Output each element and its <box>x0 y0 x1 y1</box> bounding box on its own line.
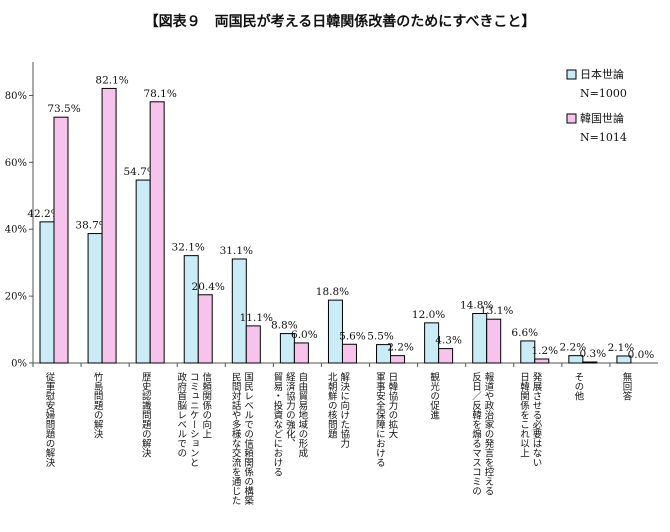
data-label: 38.7% <box>75 220 108 232</box>
bar-japan <box>520 340 536 364</box>
bar-japan <box>616 355 632 364</box>
bar-korea <box>390 355 406 364</box>
legend-note: N=1000 <box>580 87 627 100</box>
legend-note: N=1014 <box>580 131 627 144</box>
legend-swatch <box>566 69 577 80</box>
bar-korea <box>534 358 550 364</box>
bar-korea <box>245 325 261 364</box>
category-label: 歴史認識問題の解決 <box>140 372 152 458</box>
data-label: 12.0% <box>412 309 445 321</box>
bar-japan <box>135 179 151 364</box>
legend-label: 日本世論 <box>580 67 624 81</box>
bar-korea <box>293 342 309 364</box>
bar-korea <box>149 101 165 364</box>
bar-korea <box>197 294 213 364</box>
data-label: 13.1% <box>480 305 513 317</box>
data-label: 82.1% <box>95 74 128 86</box>
bar-korea <box>53 116 69 364</box>
category-label: 貿易・投資などにおける <box>271 371 283 476</box>
data-label: 18.8% <box>316 286 349 298</box>
data-label: 6.6% <box>511 327 538 339</box>
data-label: 78.1% <box>143 88 176 100</box>
bar-korea <box>438 348 454 364</box>
data-label: 0.0% <box>628 349 655 361</box>
category-label: 日韓協力の拡大 <box>386 372 398 439</box>
data-label: 42.2% <box>27 208 60 220</box>
data-label: 0.3% <box>580 348 607 360</box>
data-label: 32.1% <box>172 242 205 254</box>
category-label: 解決に向けた協力 <box>338 371 350 449</box>
category-label: 国民レベルでの信頼関係の構築 <box>242 372 254 506</box>
data-label: 14.8% <box>460 300 493 312</box>
data-label: 8.8% <box>271 320 298 332</box>
category-label: 北朝鮮の核問題 <box>326 372 338 439</box>
data-label: 2.2% <box>560 342 587 354</box>
legend-label: 韓国世論 <box>580 111 624 125</box>
bar-korea <box>341 343 357 364</box>
category-label: 自由貿易地域の形成 <box>296 371 308 458</box>
data-label: 5.6% <box>339 330 366 342</box>
category-label: 軍事安全保障における <box>374 372 386 467</box>
category-label: 政府首脳レベルでの <box>175 371 187 457</box>
category-label: 民間対話や多様な交流を通じた <box>230 372 242 505</box>
y-tick-label: 80% <box>5 91 27 102</box>
y-tick-label: 20% <box>5 292 27 303</box>
bar-korea <box>101 87 117 364</box>
data-label: 73.5% <box>47 103 80 115</box>
bar-japan <box>231 258 247 364</box>
category-label: 反日／反韓を煽るマスコミの <box>470 372 482 496</box>
data-label: 1.2% <box>531 345 558 357</box>
chart-title: 【図表９ 両国民が考える日韓関係改善のためにすべきこと】 <box>145 13 536 30</box>
data-label: 5.5% <box>367 331 394 343</box>
bar-japan <box>327 299 343 364</box>
category-label: 経済協力の強化、 <box>284 371 296 448</box>
data-label: 4.3% <box>435 335 462 347</box>
category-label: 日韓関係をこれ以上 <box>518 372 530 458</box>
data-label: 2.2% <box>387 342 414 354</box>
category-label: 報道や政治家の発言を控える <box>482 372 494 496</box>
y-tick-label: 60% <box>5 158 27 169</box>
category-label: コミュニケーションと <box>188 372 200 467</box>
bar-japan <box>39 221 55 364</box>
bar-japan <box>183 255 199 364</box>
bar-japan <box>472 313 488 364</box>
category-label: 信頼関係の向上 <box>200 371 212 438</box>
data-label: 11.1% <box>240 312 273 324</box>
bar-korea <box>486 318 502 364</box>
category-label: 竹島問題の解決 <box>92 371 104 439</box>
data-label: 20.4% <box>192 281 225 293</box>
bar-japan <box>376 344 392 364</box>
y-tick-label: 40% <box>5 225 27 236</box>
category-label: 無回答 <box>620 371 632 401</box>
bar-japan <box>424 322 440 364</box>
bar-japan <box>87 233 103 364</box>
data-label: 31.1% <box>220 245 253 257</box>
category-label: その他 <box>572 372 584 401</box>
y-tick-label: 0% <box>11 359 27 370</box>
data-label: 2.1% <box>608 342 635 354</box>
category-label: 観光の促進 <box>428 371 440 420</box>
bar-japan <box>568 355 584 364</box>
data-label: 6.0% <box>291 329 318 341</box>
category-label: 発展させる必要はない <box>531 371 543 467</box>
bar-korea <box>582 361 598 364</box>
legend-swatch <box>566 113 577 124</box>
data-label: 54.7% <box>123 166 156 178</box>
category-label: 従軍慰安婦問題の解決 <box>44 371 56 468</box>
